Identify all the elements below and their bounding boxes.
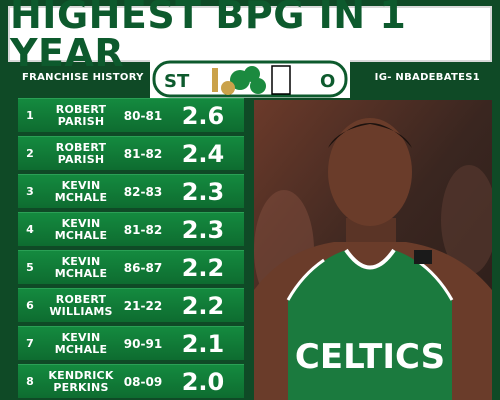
- player-photo: CELTICS: [254, 100, 492, 400]
- rank-number: 4: [26, 223, 34, 236]
- rank-number: 1: [26, 109, 34, 122]
- player-name: ROBERT PARISH: [42, 102, 120, 128]
- page-title: HIGHEST BPG IN 1 YEAR: [10, 0, 407, 75]
- player-first-name: ROBERT: [55, 292, 107, 306]
- season-year: 21-22: [123, 298, 163, 313]
- player-name: KENDRICK PERKINS: [42, 368, 120, 394]
- player-last-name: MCHALE: [54, 342, 108, 356]
- list-item: 7 KEVIN MCHALE 90-91 2.1: [18, 326, 244, 360]
- player-name: ROBERT PARISH: [42, 140, 120, 166]
- season-year: 90-91: [123, 336, 163, 351]
- rank-number: 6: [26, 299, 34, 312]
- bpg-value: 2.0: [181, 367, 225, 396]
- celtics-logo: ST O: [150, 60, 350, 98]
- player-last-name: WILLIAMS: [49, 304, 113, 318]
- player-name: KEVIN MCHALE: [42, 330, 120, 356]
- jersey-text: CELTICS: [295, 337, 445, 377]
- rank-number: 5: [26, 261, 34, 274]
- list-item: 6 ROBERT WILLIAMS 21-22 2.2: [18, 288, 244, 322]
- player-name: KEVIN MCHALE: [42, 216, 120, 242]
- title-banner: HIGHEST BPG IN 1 YEAR: [8, 0, 492, 72]
- bpg-value: 2.4: [181, 139, 225, 168]
- bpg-value: 2.6: [181, 101, 225, 130]
- bpg-value: 2.2: [181, 253, 225, 282]
- rank-number: 3: [26, 185, 34, 198]
- player-last-name: PARISH: [57, 152, 105, 166]
- svg-text:ST: ST: [164, 71, 190, 92]
- season-year: 08-09: [123, 374, 163, 389]
- player-first-name: KEVIN: [61, 216, 101, 230]
- player-name: KEVIN MCHALE: [42, 178, 120, 204]
- list-item: 5 KEVIN MCHALE 86-87 2.2: [18, 250, 244, 284]
- player-photo-illustration: CELTICS: [254, 100, 492, 400]
- rank-number: 2: [26, 147, 34, 160]
- list-item: 2 ROBERT PARISH 81-82 2.4: [18, 136, 244, 170]
- player-first-name: KEVIN: [61, 330, 101, 344]
- player-first-name: KEVIN: [61, 178, 101, 192]
- season-year: 81-82: [123, 146, 163, 161]
- player-first-name: ROBERT: [55, 102, 107, 116]
- bpg-value: 2.3: [181, 215, 225, 244]
- player-first-name: KEVIN: [61, 254, 101, 268]
- list-item: 1 ROBERT PARISH 80-81 2.6: [18, 98, 244, 132]
- season-year: 86-87: [123, 260, 163, 275]
- subtitle-instagram-handle: IG- NBADEBATES1: [374, 72, 480, 83]
- subtitle-franchise-history: FRANCHISE HISTORY: [22, 72, 144, 83]
- season-year: 82-83: [123, 184, 163, 199]
- rank-number: 7: [26, 337, 34, 350]
- list-item: 8 KENDRICK PERKINS 08-09 2.0: [18, 364, 244, 398]
- player-last-name: PARISH: [57, 114, 105, 128]
- player-first-name: ROBERT: [55, 140, 107, 154]
- svg-text:O: O: [320, 71, 335, 92]
- list-item: 4 KEVIN MCHALE 81-82 2.3: [18, 212, 244, 246]
- player-first-name: KENDRICK: [48, 368, 114, 382]
- player-last-name: MCHALE: [54, 266, 108, 280]
- player-name: KEVIN MCHALE: [42, 254, 120, 280]
- list-item: 3 KEVIN MCHALE 82-83 2.3: [18, 174, 244, 208]
- rank-number: 8: [26, 375, 34, 388]
- player-last-name: PERKINS: [53, 380, 109, 394]
- player-name: ROBERT WILLIAMS: [42, 292, 120, 318]
- season-year: 81-82: [123, 222, 163, 237]
- bpg-value: 2.1: [181, 329, 225, 358]
- bpg-value: 2.2: [181, 291, 225, 320]
- player-last-name: MCHALE: [54, 190, 108, 204]
- bpg-value: 2.3: [181, 177, 225, 206]
- season-year: 80-81: [123, 108, 163, 123]
- player-last-name: MCHALE: [54, 228, 108, 242]
